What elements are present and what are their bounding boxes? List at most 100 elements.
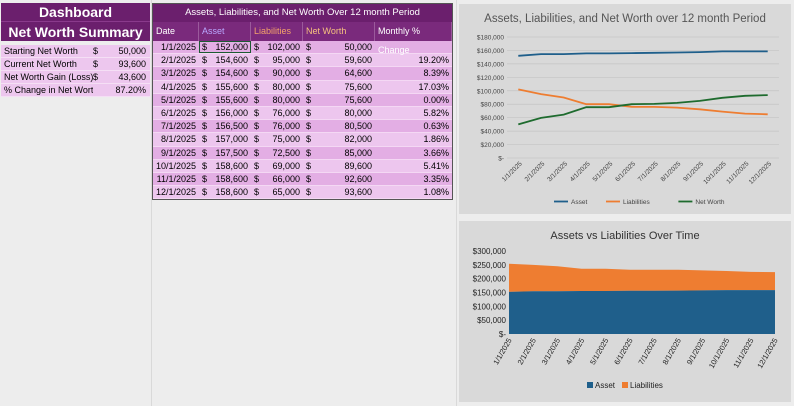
cell-monthly-change[interactable]: 3.35% (423, 173, 449, 184)
table-row[interactable]: 1/1/2025 $152,000 $102,000 $50,000 (153, 41, 452, 55)
dashboard-title: Dashboard (1, 3, 150, 21)
header-liabilities[interactable]: Liabilities (251, 22, 303, 41)
cell-monthly-change[interactable]: 0.00% (423, 94, 449, 105)
summary-row[interactable]: Starting Net Worth $ 50,000 (1, 45, 150, 58)
table-row[interactable]: 9/1/2025 $157,500 $72,500 $85,000 3.66% (153, 146, 452, 160)
cell-date[interactable]: 10/1/2025 (155, 160, 196, 171)
area-chart: Assets vs Liabilities Over Time $- $50,000… (473, 230, 780, 390)
cell-liabilities[interactable]: $80,000 (251, 94, 303, 106)
table-row[interactable]: 5/1/2025 $155,600 $80,000 $75,600 0.00% (153, 93, 452, 107)
cell-date[interactable]: 3/1/2025 (160, 68, 196, 79)
cell-asset[interactable]: $154,600 (199, 54, 251, 66)
cell-date[interactable]: 4/1/2025 (160, 81, 196, 92)
cell-liabilities[interactable]: $95,000 (251, 54, 303, 66)
summary-row[interactable]: Current Net Worth $ 93,600 (1, 58, 150, 71)
cell-net-worth[interactable]: $85,000 (303, 147, 375, 159)
x-tick-label: 7/1/2025 (637, 160, 660, 183)
header-date[interactable]: Date (153, 22, 199, 41)
cell-net-worth[interactable]: $59,600 (303, 54, 375, 66)
y-tick-label: $- (499, 330, 506, 339)
cell-net-worth[interactable]: $82,000 (303, 133, 375, 145)
table-row[interactable]: 12/1/2025 $158,600 $65,000 $93,600 1.08% (153, 186, 452, 200)
y-tick-label: $50,000 (477, 316, 506, 325)
summary-row[interactable]: % Change in Net Worth 87.20% (1, 84, 150, 97)
header-net-worth[interactable]: Net Worth (303, 22, 375, 41)
cell-asset[interactable]: $155,600 (199, 81, 251, 93)
cell-monthly-change[interactable]: 1.86% (423, 134, 449, 145)
cell-monthly-change[interactable]: 5.41% (423, 160, 449, 171)
table-row[interactable]: 8/1/2025 $157,000 $75,000 $82,000 1.86% (153, 133, 452, 147)
table-row[interactable]: 7/1/2025 $156,500 $76,000 $80,500 0.63% (153, 120, 452, 134)
cell-asset[interactable]: $158,600 (199, 186, 251, 198)
currency-sign: $ (93, 59, 99, 69)
x-tick-label: 1/1/2025 (501, 160, 524, 183)
table-row[interactable]: 4/1/2025 $155,600 $80,000 $75,600 17.03% (153, 80, 452, 94)
cell-liabilities[interactable]: $72,500 (251, 147, 303, 159)
cell-liabilities[interactable]: $69,000 (251, 160, 303, 172)
cell-monthly-change[interactable]: 5.82% (423, 107, 449, 118)
liabilities-value: 76,000 (272, 121, 300, 132)
cell-asset[interactable]: $157,000 (199, 133, 251, 145)
y-tick-label: $140,000 (477, 61, 504, 68)
cell-asset[interactable]: $156,500 (199, 120, 251, 132)
cell-net-worth[interactable]: $80,000 (303, 107, 375, 119)
table-row[interactable]: 6/1/2025 $156,000 $76,000 $80,000 5.82% (153, 106, 452, 121)
cell-net-worth[interactable]: $80,500 (303, 120, 375, 132)
cell-monthly-change[interactable]: 8.39% (423, 68, 449, 79)
cell-net-worth[interactable]: $75,600 (303, 94, 375, 106)
table-row[interactable]: 3/1/2025 $154,600 $90,000 $64,600 8.39% (153, 67, 452, 81)
cell-asset[interactable]: $158,600 (199, 160, 251, 172)
header-asset[interactable]: Asset (199, 22, 251, 41)
cell-date[interactable]: 7/1/2025 (160, 121, 196, 132)
liabilities-value: 65,000 (272, 187, 300, 198)
cell-date[interactable]: 9/1/2025 (160, 147, 196, 158)
cell-date[interactable]: 11/1/2025 (156, 173, 196, 184)
cell-asset[interactable]: $158,600 (199, 173, 251, 185)
cell-monthly-change[interactable] (375, 41, 452, 53)
cell-monthly-change[interactable]: 19.20% (418, 55, 449, 66)
cell-monthly-change[interactable]: 17.03% (418, 81, 449, 92)
cell-liabilities[interactable]: $66,000 (251, 173, 303, 185)
cell-date[interactable]: 1/1/2025 (160, 42, 196, 52)
cell-liabilities[interactable]: $102,000 (251, 41, 303, 53)
cell-monthly-change[interactable]: 1.08% (423, 187, 449, 198)
cell-net-worth[interactable]: $50,000 (303, 41, 375, 53)
header-monthly-change[interactable]: Monthly % Change (375, 22, 452, 55)
legend-label: Liabilities (630, 381, 663, 390)
cell-net-worth[interactable]: $75,600 (303, 81, 375, 93)
cell-date[interactable]: 5/1/2025 (160, 94, 196, 105)
cell-liabilities[interactable]: $80,000 (251, 81, 303, 93)
table-row[interactable]: 10/1/2025 $158,600 $69,000 $89,600 5.41% (153, 159, 452, 173)
cell-asset[interactable]: $152,000 (199, 41, 251, 54)
cell-date[interactable]: 8/1/2025 (160, 134, 196, 145)
summary-row[interactable]: Net Worth Gain (Loss) $ 43,600 (1, 71, 150, 84)
cell-liabilities[interactable]: $76,000 (251, 107, 303, 119)
cell-asset[interactable]: $157,500 (199, 147, 251, 159)
x-tick-label: 8/1/2025 (661, 337, 683, 367)
cell-monthly-change[interactable]: 0.63% (423, 121, 449, 132)
asset-value: 156,000 (215, 107, 248, 118)
table-row[interactable]: 2/1/2025 $154,600 $95,000 $59,600 19.20% (153, 54, 452, 68)
cell-liabilities[interactable]: $90,000 (251, 67, 303, 79)
line-chart-panel[interactable]: Assets, Liabilities, and Net Worth over … (459, 4, 791, 214)
table-row[interactable]: 11/1/2025 $158,600 $66,000 $92,600 3.35% (153, 172, 452, 187)
area-chart-panel[interactable]: Assets vs Liabilities Over Time $- $50,000… (459, 221, 791, 402)
cell-net-worth[interactable]: $93,600 (303, 186, 375, 198)
cell-liabilities[interactable]: $75,000 (251, 133, 303, 145)
cell-monthly-change[interactable]: 3.66% (423, 147, 449, 158)
cell-date[interactable]: 12/1/2025 (155, 187, 196, 198)
currency-sign: $ (254, 55, 260, 66)
cell-asset[interactable]: $156,000 (199, 107, 251, 119)
cell-liabilities[interactable]: $65,000 (251, 186, 303, 198)
legend-label: Asset (595, 381, 616, 390)
area-asset (509, 290, 775, 334)
cell-date[interactable]: 6/1/2025 (160, 107, 196, 118)
y-tick-label: $20,000 (481, 142, 505, 149)
cell-net-worth[interactable]: $64,600 (303, 67, 375, 79)
cell-net-worth[interactable]: $92,600 (303, 173, 375, 185)
cell-asset[interactable]: $154,600 (199, 67, 251, 79)
cell-liabilities[interactable]: $76,000 (251, 120, 303, 132)
cell-date[interactable]: 2/1/2025 (160, 55, 196, 66)
cell-asset[interactable]: $155,600 (199, 94, 251, 106)
cell-net-worth[interactable]: $89,600 (303, 160, 375, 172)
